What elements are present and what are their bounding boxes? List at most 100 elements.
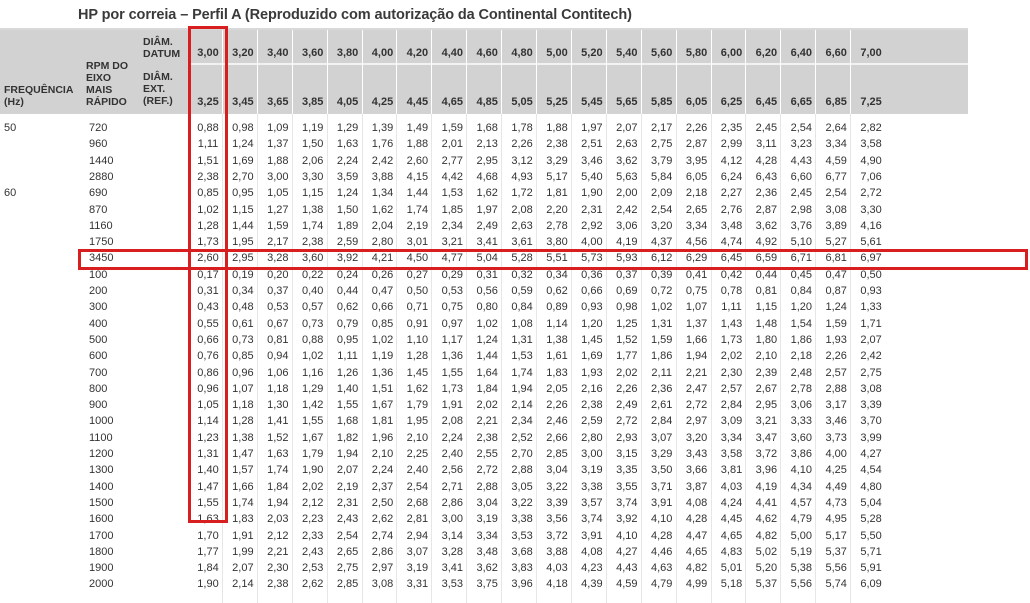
- hp-value-cell: 1,36: [441, 350, 463, 363]
- external-diameter: 6,45: [755, 96, 778, 108]
- hp-value-cell: 2,61: [650, 399, 673, 412]
- datum-diameter: 5,20: [581, 47, 603, 59]
- hp-value-cell: 1,57: [232, 464, 254, 477]
- hp-value-cell: 3,58: [720, 448, 743, 460]
- hp-value-cell: 4,15: [406, 170, 429, 183]
- hp-value-cell: 2,93: [616, 431, 638, 444]
- hp-value-cell: 1,79: [301, 448, 324, 460]
- hp-value-cell: 4,47: [685, 529, 708, 542]
- hp-value-cell: 0,88: [197, 122, 219, 134]
- hp-value-cell: 3,75: [476, 578, 498, 591]
- hp-value-cell: 2,07: [336, 464, 359, 477]
- hp-value-cell: 1,44: [476, 350, 498, 363]
- hp-value-cell: 0,86: [197, 366, 219, 379]
- rpm-cell: 200: [89, 285, 108, 297]
- hp-value-cell: 4,50: [406, 252, 429, 265]
- hp-value-cell: 1,95: [232, 236, 254, 249]
- hp-value-cell: 4,73: [825, 496, 847, 509]
- hp-value-cell: 3,80: [546, 236, 568, 249]
- hp-value-cell: 0,67: [267, 317, 289, 330]
- hp-value-cell: 2,14: [232, 578, 254, 591]
- hp-value-cell: 2,35: [720, 122, 743, 134]
- datum-diameter: 4,80: [511, 47, 533, 59]
- hp-value-cell: 4,21: [371, 252, 394, 265]
- hp-value-cell: 1,81: [371, 415, 394, 428]
- hp-value-cell: 2,38: [581, 399, 603, 412]
- rpm-cell: 1600: [89, 513, 114, 526]
- hp-value-cell: 2,30: [720, 366, 743, 379]
- hp-value-cell: 3,33: [790, 415, 812, 428]
- hp-value-cell: 6,12: [650, 252, 673, 265]
- hp-value-cell: 4,00: [581, 236, 603, 249]
- hp-value-cell: 6,59: [755, 252, 778, 265]
- datum-diameter: 3,00: [197, 47, 219, 59]
- hp-value-cell: 2,20: [546, 203, 568, 216]
- hp-value-cell: 3,22: [511, 496, 533, 509]
- hp-value-cell: 3,60: [790, 431, 812, 444]
- hp-value-cell: 3,07: [650, 431, 673, 444]
- hp-value-cell: 0,26: [371, 268, 394, 281]
- column-divider: [466, 30, 468, 114]
- hp-value-cell: 0,37: [267, 285, 289, 297]
- datum-diameter: 5,40: [616, 47, 638, 59]
- hp-value-cell: 0,73: [301, 317, 324, 330]
- hp-value-cell: 6,71: [790, 252, 812, 265]
- hp-value-cell: 2,72: [616, 415, 638, 428]
- hp-value-cell: 2,26: [546, 399, 568, 412]
- external-diameter: 4,05: [336, 96, 359, 108]
- hp-value-cell: 0,31: [476, 268, 498, 281]
- hp-value-cell: 1,27: [267, 203, 289, 216]
- hp-value-cell: 6,45: [720, 252, 743, 265]
- hp-value-cell: 2,56: [441, 464, 463, 477]
- hp-value-cell: 4,65: [720, 529, 743, 542]
- hp-value-cell: 1,53: [441, 187, 463, 200]
- hp-value-cell: 1,74: [267, 464, 289, 477]
- frequency-cell: 60: [4, 187, 17, 200]
- hp-value-cell: 4,45: [720, 513, 743, 526]
- hp-value-cell: 2,21: [267, 545, 289, 558]
- hp-value-cell: 3,19: [476, 513, 498, 526]
- hp-value-cell: 3,04: [476, 496, 498, 509]
- hp-value-cell: 2,78: [790, 382, 812, 395]
- hp-value-cell: 1,20: [581, 317, 603, 330]
- hp-value-cell: 3,81: [720, 464, 743, 477]
- external-diameter: 5,65: [616, 96, 638, 108]
- highlight-row: [78, 249, 1028, 270]
- hp-value-cell: 5,01: [720, 562, 743, 575]
- hp-value-cell: 3,20: [650, 219, 673, 232]
- hp-value-cell: 2,95: [476, 154, 498, 167]
- hp-value-cell: 4,95: [825, 513, 847, 526]
- hp-value-cell: 1,96: [371, 431, 394, 444]
- hp-value-cell: 3,53: [511, 529, 533, 542]
- hp-value-cell: 0,53: [441, 285, 463, 297]
- hp-value-cell: 2,59: [336, 236, 359, 249]
- header-datum: DIÂM. DATUM: [143, 36, 181, 60]
- table-header: [0, 30, 968, 114]
- hp-value-cell: 2,07: [616, 122, 638, 134]
- hp-value-cell: 0,20: [267, 268, 289, 281]
- rpm-cell: 700: [89, 366, 108, 379]
- external-diameter: 4,65: [441, 96, 463, 108]
- hp-value-cell: 0,36: [581, 268, 603, 281]
- hp-value-cell: 2,33: [301, 529, 324, 542]
- rpm-cell: 400: [89, 317, 108, 330]
- hp-value-cell: 0,41: [685, 268, 708, 281]
- external-diameter: 3,45: [232, 96, 254, 108]
- rpm-cell: 2880: [89, 170, 114, 183]
- column-divider: [850, 114, 852, 603]
- rpm-cell: 1700: [89, 529, 114, 542]
- rpm-cell: 1400: [89, 480, 114, 493]
- hp-value-cell: 5,02: [755, 545, 778, 558]
- hp-value-cell: 2,04: [371, 219, 394, 232]
- hp-value-cell: 3,08: [825, 203, 847, 216]
- hp-value-cell: 3,96: [755, 464, 778, 477]
- hp-value-cell: 2,36: [755, 187, 778, 200]
- hp-value-cell: 1,29: [336, 122, 359, 134]
- datum-diameter: 6,60: [825, 47, 847, 59]
- hp-value-cell: 2,95: [232, 252, 254, 265]
- hp-value-cell: 1,11: [197, 138, 219, 151]
- hp-value-cell: 5,10: [790, 236, 812, 249]
- column-divider: [326, 30, 328, 114]
- hp-value-cell: 0,31: [197, 285, 219, 297]
- hp-value-cell: 0,62: [546, 285, 568, 297]
